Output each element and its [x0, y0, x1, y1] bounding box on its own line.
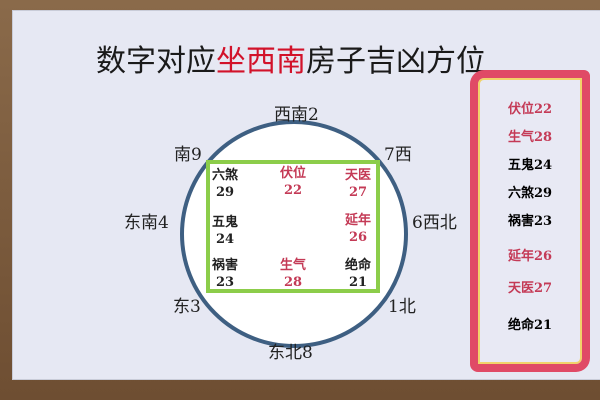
dir-left: 东南4 [124, 213, 169, 233]
dir-bottom: 东北8 [268, 343, 313, 363]
panel-item: 五鬼24 [507, 158, 553, 173]
dir-bottom-right: 1北 [388, 297, 416, 317]
dir-top-right: 7西 [384, 145, 412, 165]
cell-yannian: 延年 26 [345, 213, 372, 245]
panel-item: 生气28 [507, 130, 553, 145]
page-title: 数字对应坐西南房子吉凶方位 [96, 44, 486, 79]
cell-jueming: 绝命 21 [345, 258, 372, 290]
cell-wugui: 五鬼 24 [212, 215, 239, 247]
panel-item: 天医27 [507, 281, 553, 296]
cell-tianyi: 天医 27 [345, 168, 372, 200]
dir-right: 6西北 [412, 213, 457, 233]
dir-bottom-left: 东3 [173, 297, 201, 317]
panel-item: 绝命21 [507, 318, 553, 333]
cell-liusha: 六煞 29 [212, 168, 239, 200]
dir-top: 西南2 [274, 105, 319, 125]
cell-fuwei: 伏位 22 [280, 166, 307, 198]
panel-item: 六煞29 [507, 186, 553, 201]
panel-item: 延年26 [507, 249, 553, 264]
summary-panel: 伏位22 生气28 五鬼24 六煞29 祸害23 延年26 天医27 绝命21 [470, 70, 590, 372]
compass-circle [180, 120, 408, 348]
panel-item: 祸害23 [507, 214, 553, 229]
house-square [206, 160, 380, 293]
dir-top-left: 南9 [174, 145, 202, 165]
cell-shengqi: 生气 28 [280, 258, 307, 290]
cell-huohai: 祸害 23 [212, 258, 239, 290]
panel-item: 伏位22 [507, 102, 553, 117]
